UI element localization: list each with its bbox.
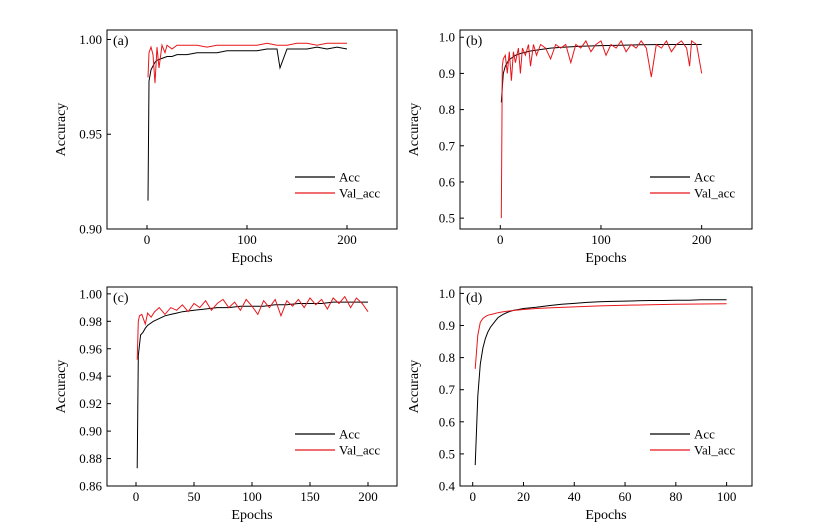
series-line-val-acc xyxy=(147,42,347,84)
chart-panel-3: 0 20 40 60 80 100 0.4 0.5 0.6 0.7 0.8 0.9 1.0 Epochs A… xyxy=(407,286,753,523)
series-line-val-acc xyxy=(136,295,369,360)
x-tick-label: 80 xyxy=(669,489,682,504)
x-tick-label: 0 xyxy=(144,232,151,247)
series-line-val-acc xyxy=(500,39,703,219)
x-tick-label: 0 xyxy=(469,489,476,504)
x-tick-label: 50 xyxy=(188,489,201,504)
y-tick-label: 0.88 xyxy=(79,451,102,466)
y-tick-label: 0.5 xyxy=(439,446,455,461)
x-tick-label: 100 xyxy=(237,232,257,247)
y-tick-label: 0.9 xyxy=(439,66,455,81)
legend-label: Acc xyxy=(339,170,360,185)
y-tick-label: 0.8 xyxy=(439,350,455,365)
y-tick-label: 1.00 xyxy=(79,286,102,301)
x-axis-label: Epochs xyxy=(585,251,626,266)
series-line-acc xyxy=(136,301,368,469)
y-tick-label: 0.95 xyxy=(79,127,102,142)
y-tick-label: 0.92 xyxy=(79,396,102,411)
plot-frame xyxy=(459,286,753,487)
x-tick-label: 200 xyxy=(692,232,712,247)
y-tick-label: 0.90 xyxy=(79,222,102,237)
y-tick-label: 0.96 xyxy=(79,341,102,356)
y-tick-label: 0.6 xyxy=(439,174,456,189)
x-tick-label: 0 xyxy=(497,232,504,247)
x-tick-label: 100 xyxy=(591,232,611,247)
y-tick-label: 0.5 xyxy=(439,211,455,226)
series-line-acc xyxy=(500,44,702,103)
x-axis-label: Epochs xyxy=(231,251,272,266)
chart-panel-0: 0 100 200 0.90 0.95 1.00 Epochs Accuracy (a) AccV… xyxy=(54,29,398,266)
y-tick-label: 0.98 xyxy=(79,314,102,329)
x-tick-label: 20 xyxy=(517,489,530,504)
plot-frame xyxy=(459,29,753,230)
y-tick-label: 1.00 xyxy=(79,32,102,47)
x-tick-label: 100 xyxy=(717,489,737,504)
panel-label: (b) xyxy=(466,34,483,49)
legend-label: Acc xyxy=(694,427,715,442)
y-tick-label: 0.9 xyxy=(439,318,455,333)
plot-frame xyxy=(106,29,398,230)
y-axis-label: Accuracy xyxy=(54,103,69,157)
y-tick-label: 0.6 xyxy=(439,414,456,429)
chart-panel-1: 0 100 200 0.5 0.6 0.7 0.8 0.9 1.0 Epochs Accuracy (… xyxy=(407,29,753,266)
y-tick-label: 0.94 xyxy=(79,369,102,384)
panel-label: (c) xyxy=(113,291,129,306)
x-tick-label: 200 xyxy=(358,489,378,504)
legend-label: Val_acc xyxy=(339,443,380,458)
y-axis-label: Accuracy xyxy=(407,103,422,157)
series-line-acc xyxy=(474,299,727,466)
y-tick-label: 1.0 xyxy=(439,286,455,301)
x-axis-label: Epochs xyxy=(585,508,626,523)
x-axis-label: Epochs xyxy=(231,508,272,523)
y-axis-label: Accuracy xyxy=(54,360,69,414)
x-tick-label: 40 xyxy=(568,489,581,504)
legend-label: Val_acc xyxy=(694,443,735,458)
legend-label: Val_acc xyxy=(339,186,380,201)
y-tick-label: 0.7 xyxy=(439,138,456,153)
y-tick-label: 0.86 xyxy=(79,479,102,494)
legend-label: Acc xyxy=(339,427,360,442)
y-axis-label: Accuracy xyxy=(407,360,422,414)
panel-label: (a) xyxy=(113,34,129,49)
y-tick-label: 0.4 xyxy=(439,479,456,494)
legend-label: Val_acc xyxy=(694,186,735,201)
x-tick-label: 200 xyxy=(337,232,357,247)
series-line-val-acc xyxy=(474,303,727,369)
x-tick-label: 0 xyxy=(133,489,140,504)
panel-label: (d) xyxy=(466,291,483,306)
x-tick-label: 100 xyxy=(242,489,262,504)
y-tick-label: 0.90 xyxy=(79,424,102,439)
y-tick-label: 1.0 xyxy=(439,30,455,45)
legend-label: Acc xyxy=(694,170,715,185)
chart-panel-2: 0 50 100 150 200 0.86 0.88 0.90 0.92 0.94 0.96 0.98… xyxy=(54,286,398,523)
x-tick-label: 150 xyxy=(300,489,320,504)
y-tick-label: 0.8 xyxy=(439,102,455,117)
x-tick-label: 60 xyxy=(619,489,632,504)
y-tick-label: 0.7 xyxy=(439,382,456,397)
